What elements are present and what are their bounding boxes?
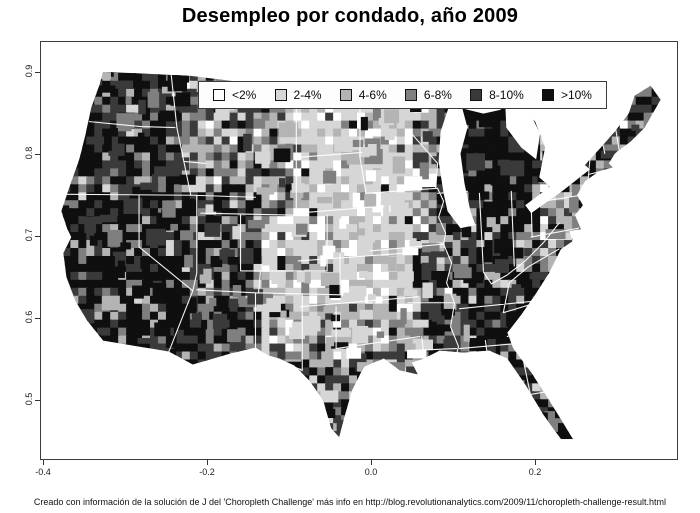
legend-swatch-icon xyxy=(274,89,287,101)
lake-huron-shape xyxy=(505,103,541,160)
legend-label: 2-4% xyxy=(293,88,322,102)
usa-choropleth-map xyxy=(61,71,661,440)
legend-item: <2% xyxy=(213,88,256,102)
x-tick-label: -0.2 xyxy=(199,467,215,477)
y-tick-mark xyxy=(35,318,40,319)
y-tick-mark xyxy=(35,154,40,155)
legend-label: 4-6% xyxy=(358,88,387,102)
y-tick-label: 0.5 xyxy=(24,392,34,406)
x-tick-label: 0.2 xyxy=(528,467,542,477)
legend-label: >10% xyxy=(560,88,592,102)
y-tick-mark xyxy=(35,236,40,237)
legend-swatch-icon xyxy=(541,89,554,101)
legend-label: <2% xyxy=(232,88,257,102)
plot-area: <2% 2-4% 4-6% 6-8% 8-10% >10% xyxy=(40,41,678,460)
map-legend: <2% 2-4% 4-6% 6-8% 8-10% >10% xyxy=(198,81,607,109)
x-tick-label: 0.0 xyxy=(364,467,378,477)
x-tick-mark xyxy=(207,460,208,465)
legend-label: 6-8% xyxy=(423,88,452,102)
legend-label: 8-10% xyxy=(489,88,524,102)
page-title: Desempleo por condado, año 2009 xyxy=(181,5,519,27)
lake-erie-shape xyxy=(525,163,590,214)
legend-swatch-icon xyxy=(339,89,352,101)
legend-item: >10% xyxy=(541,88,592,102)
legend-swatch-icon xyxy=(470,89,483,101)
legend-item: 6-8% xyxy=(404,88,452,102)
legend-swatch-icon xyxy=(404,89,417,101)
y-tick-mark xyxy=(35,72,40,73)
x-tick-mark xyxy=(43,460,44,465)
legend-item: 2-4% xyxy=(274,88,322,102)
y-tick-mark xyxy=(35,400,40,401)
y-tick-label: 0.7 xyxy=(24,228,34,242)
x-tick-mark xyxy=(535,460,536,465)
source-caption: Creado con información de la solución de… xyxy=(33,497,667,507)
lake-ontario-shape xyxy=(561,138,600,166)
lake-michigan-shape xyxy=(438,101,476,229)
legend-swatch-icon xyxy=(213,89,225,101)
x-tick-label: -0.4 xyxy=(35,467,51,477)
legend-item: 4-6% xyxy=(339,88,387,102)
y-tick-label: 0.9 xyxy=(24,64,34,78)
y-tick-label: 0.8 xyxy=(24,146,34,160)
x-tick-mark xyxy=(371,460,372,465)
y-tick-label: 0.6 xyxy=(24,310,34,324)
legend-item: 8-10% xyxy=(470,88,524,102)
state-borders xyxy=(65,71,621,401)
